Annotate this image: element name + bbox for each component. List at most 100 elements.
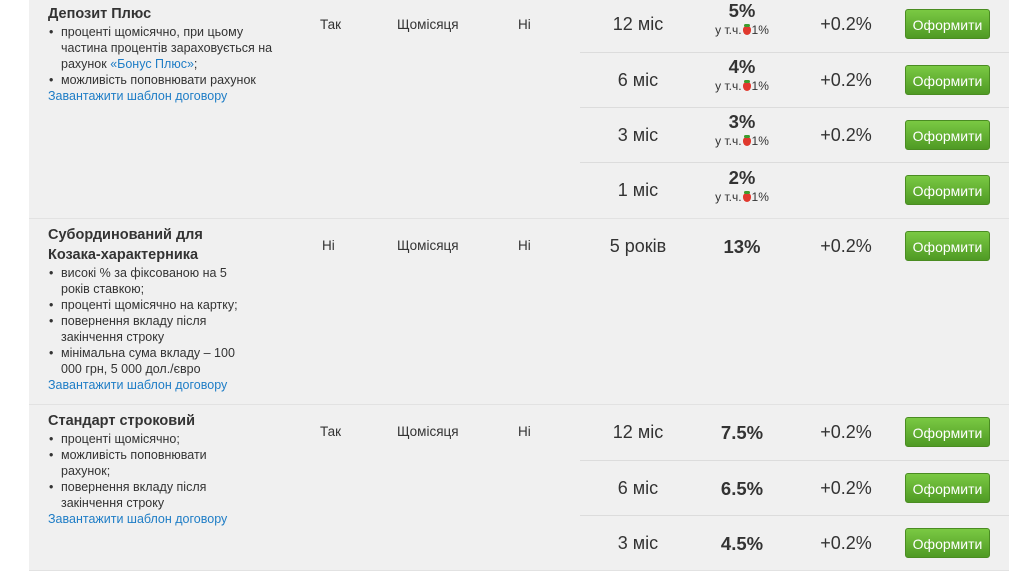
rate-cell: 6.5%: [696, 461, 788, 516]
feature-text: процентi щомiсячно, при цьому частина пр…: [61, 25, 273, 71]
feature-text: можливiсть поповнювати рахунок;: [61, 448, 207, 478]
apply-button[interactable]: Оформити: [905, 9, 990, 39]
strawberry-icon: [742, 24, 751, 35]
term-row: 12 мiс 5% у т.ч. 1% +0.2% Оформити: [580, 0, 1009, 52]
deposit-row-standard: Стандарт строковий процентi щомiсячно; м…: [29, 405, 1009, 571]
deposit-title: Стандарт строковий: [48, 413, 196, 429]
bonus-value: +0.2%: [820, 533, 872, 553]
feature-text: процентi щомiсячно на картку;: [61, 298, 238, 312]
bonus-value: +0.2%: [820, 236, 872, 256]
deposit-description: Субординований для Козака-характерника в…: [48, 225, 278, 393]
included-label: у т.ч.: [715, 134, 742, 148]
included-value: 1%: [751, 23, 769, 37]
early-withdrawal-value: Нi: [322, 238, 335, 253]
bonus-plus-link[interactable]: «Бонус Плюс»: [110, 57, 194, 71]
feature-list: високi % за фiксованою на 5 рокiв ставко…: [48, 265, 253, 377]
term-value: 1 мiс: [617, 180, 659, 200]
rate-value: 13%: [723, 236, 761, 257]
rate-included: у т.ч. 1%: [696, 190, 788, 204]
feature-text: повернення вкладу пiсля закiнчення строк…: [61, 314, 207, 344]
deposit-description: Стандарт строковий процентi щомiсячно; м…: [48, 411, 268, 527]
apply-button[interactable]: Оформити: [905, 65, 990, 95]
bonus-value: +0.2%: [820, 125, 872, 145]
included-label: у т.ч.: [715, 79, 742, 93]
deposit-title: Субординований для Козака-характерника: [48, 227, 203, 263]
feature-item: повернення вкладу пiсля закiнчення строк…: [48, 479, 238, 511]
apply-button[interactable]: Оформити: [905, 473, 990, 503]
feature-list: процентi щомiсячно, при цьому частина пр…: [48, 24, 288, 88]
rate-included: у т.ч. 1%: [696, 134, 788, 148]
term-row: 6 мiс 4% у т.ч. 1% +0.2% Оформити: [580, 52, 1009, 108]
term-value: 6 мiс: [617, 478, 659, 498]
term-value: 6 мiс: [617, 70, 659, 90]
payout-value: Щомiсяця: [397, 424, 459, 439]
feature-item: мiнiмальна сума вкладу – 100 000 грн, 5 …: [48, 345, 253, 377]
topup-value: Нi: [518, 17, 531, 32]
apply-button[interactable]: Оформити: [905, 120, 990, 150]
term-row: 6 мiс 6.5% +0.2% Оформити: [580, 460, 1009, 516]
download-template-link[interactable]: Завантажити шаблон договору: [48, 378, 228, 392]
rate-value: 6.5%: [720, 478, 764, 499]
bonus-value: +0.2%: [820, 422, 872, 442]
feature-item: процентi щомiсячно, при цьому частина пр…: [48, 24, 288, 72]
term-value: 12 мiс: [612, 14, 664, 34]
term-row: 3 мiс 3% у т.ч. 1% +0.2% Оформити: [580, 107, 1009, 163]
feature-item: повернення вкладу пiсля закiнчення строк…: [48, 313, 253, 345]
apply-button[interactable]: Оформити: [905, 175, 990, 205]
included-value: 1%: [751, 79, 769, 93]
rate-cell: 5% у т.ч. 1%: [696, 0, 788, 37]
topup-value: Нi: [518, 238, 531, 253]
rate-included: у т.ч. 1%: [696, 79, 788, 93]
term-row: 12 мiс 7.5% +0.2% Оформити: [580, 405, 1009, 460]
term-row: 3 мiс 4.5% +0.2% Оформити: [580, 515, 1009, 571]
feature-item: можливiсть поповнювати рахунок: [48, 72, 288, 88]
included-label: у т.ч.: [715, 23, 742, 37]
included-value: 1%: [751, 134, 769, 148]
included-label: у т.ч.: [715, 190, 742, 204]
rate-cell: 4% у т.ч. 1%: [696, 56, 788, 93]
rate-value: 2%: [728, 167, 756, 188]
rate-included: у т.ч. 1%: [696, 23, 788, 37]
feature-list: процентi щомiсячно; можливiсть поповнюва…: [48, 431, 238, 511]
rate-value: 4%: [728, 56, 756, 77]
payout-value: Щомiсяця: [397, 17, 459, 32]
feature-item: можливiсть поповнювати рахунок;: [48, 447, 238, 479]
rate-cell: 3% у т.ч. 1%: [696, 111, 788, 148]
rate-cell: 7.5%: [696, 405, 788, 460]
term-value: 3 мiс: [617, 125, 659, 145]
payout-value: Щомiсяця: [397, 238, 459, 253]
apply-button[interactable]: Оформити: [905, 231, 990, 261]
download-template-link[interactable]: Завантажити шаблон договору: [48, 512, 228, 526]
deposit-row-subordinated: Субординований для Козака-характерника в…: [29, 219, 1009, 405]
topup-value: Нi: [518, 424, 531, 439]
apply-button[interactable]: Оформити: [905, 417, 990, 447]
term-row: 5 рокiв 13% +0.2% Оформити: [580, 219, 1009, 274]
term-value: 5 рокiв: [609, 236, 667, 256]
term-value: 3 мiс: [617, 533, 659, 553]
rate-cell: 2% у т.ч. 1%: [696, 167, 788, 204]
strawberry-icon: [742, 80, 751, 91]
deposit-title: Депозит Плюс: [48, 6, 152, 22]
included-value: 1%: [751, 190, 769, 204]
feature-text: мiнiмальна сума вкладу – 100 000 грн, 5 …: [61, 346, 235, 376]
strawberry-icon: [742, 191, 751, 202]
feature-text: повернення вкладу пiсля закiнчення строк…: [61, 480, 207, 510]
deposit-row-plus: Депозит Плюс процентi щомiсячно, при цьо…: [29, 0, 1009, 219]
rate-value: 5%: [728, 0, 756, 21]
early-withdrawal-value: Так: [320, 424, 342, 439]
bonus-value: +0.2%: [820, 478, 872, 498]
apply-button[interactable]: Оформити: [905, 528, 990, 558]
download-template-link[interactable]: Завантажити шаблон договору: [48, 89, 228, 103]
feature-item: процентi щомiсячно на картку;: [48, 297, 253, 313]
feature-item: процентi щомiсячно;: [48, 431, 238, 447]
deposits-table: Депозит Плюс процентi щомiсячно, при цьо…: [29, 0, 1009, 572]
rate-cell: 4.5%: [696, 516, 788, 571]
rate-value: 3%: [728, 111, 756, 132]
rate-value: 7.5%: [720, 422, 764, 443]
bonus-value: +0.2%: [820, 14, 872, 34]
rate-value: 4.5%: [720, 533, 764, 554]
feature-text: можливiсть поповнювати рахунок: [61, 73, 256, 87]
early-withdrawal-value: Так: [320, 17, 342, 32]
feature-item: високi % за фiксованою на 5 рокiв ставко…: [48, 265, 253, 297]
bonus-value: +0.2%: [820, 70, 872, 90]
